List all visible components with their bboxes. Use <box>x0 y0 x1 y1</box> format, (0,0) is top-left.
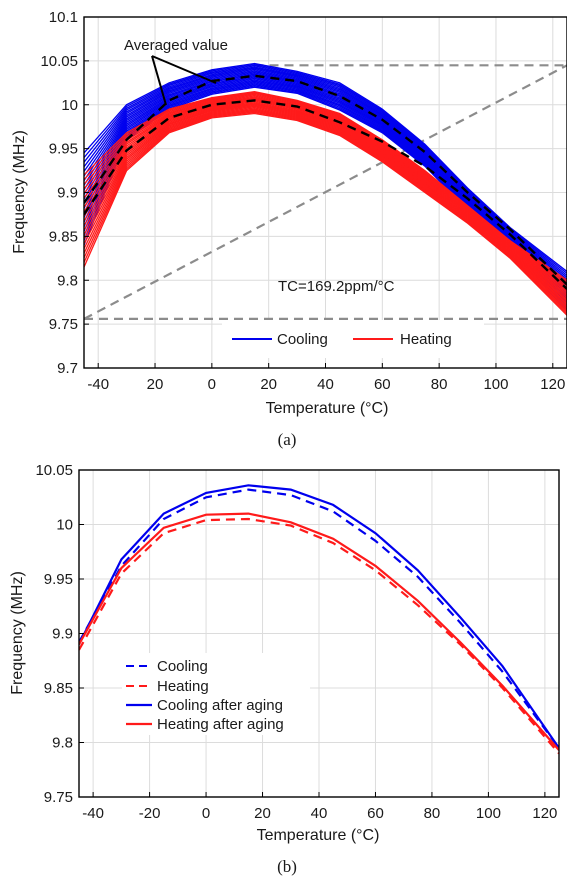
y-tick-label: 9.9 <box>57 185 78 202</box>
x-tick-label: 120 <box>540 376 565 393</box>
x-tick-label: 60 <box>374 376 391 393</box>
x-tick-label: 0 <box>202 805 210 822</box>
y-tick-label: 9.85 <box>49 228 78 245</box>
x-tick-label: 40 <box>311 805 328 822</box>
y-tick-label: 9.75 <box>44 789 73 806</box>
x-tick-label: 60 <box>367 805 384 822</box>
x-tick-label: 0 <box>208 376 216 393</box>
x-tick-label: -40 <box>82 805 104 822</box>
legend-label: Heating after aging <box>157 716 284 733</box>
y-axis-label: Frequency (MHz) <box>9 571 26 695</box>
x-tick-label: -40 <box>87 376 109 393</box>
tick-labels: -40 -20 0 20 40 60 80 100 120 9.75 9.8 9.85 9.9 9.95 1… <box>35 462 557 822</box>
y-tick-label: 9.8 <box>57 272 78 289</box>
x-tick-label: 20 <box>260 376 277 393</box>
legend-label: Heating <box>157 678 209 695</box>
x-tick-label: 80 <box>424 805 441 822</box>
x-axis-label: Temperature (°C) <box>266 400 389 417</box>
y-tick-label: 9.8 <box>52 735 73 752</box>
legend-label: Cooling <box>157 658 208 675</box>
x-tick-label: -20 <box>139 805 161 822</box>
legend: Cooling Heating Cooling after aging Heat… <box>122 653 310 735</box>
x-tick-label: 80 <box>431 376 448 393</box>
y-tick-label: 10 <box>61 97 78 114</box>
y-tick-label: 9.7 <box>57 360 78 377</box>
y-tick-label: 9.95 <box>49 141 78 158</box>
x-tick-label: 40 <box>317 376 334 393</box>
grid-lines <box>79 470 559 797</box>
y-tick-label: 9.75 <box>49 316 78 333</box>
y-tick-label: 10.05 <box>35 462 73 479</box>
tc-annotation: TC=169.2ppm/°C <box>278 278 395 295</box>
x-tick-label: 100 <box>483 376 508 393</box>
legend-label: Cooling after aging <box>157 697 283 714</box>
chart-panel-a: -40 20 0 20 40 60 80 100 120 9.7 9.75 9.8 9.85 9.9 9.9… <box>11 9 567 449</box>
legend-label: Cooling <box>277 331 328 348</box>
y-tick-label: 9.95 <box>44 571 73 588</box>
x-tick-label: 100 <box>476 805 501 822</box>
chart-panel-b: -40 -20 0 20 40 60 80 100 120 9.75 9.8 9.85 9.9 9.95 1… <box>9 462 559 876</box>
panel-caption: (b) <box>277 857 297 876</box>
legend: Cooling Heating <box>222 320 484 358</box>
y-tick-label: 10.1 <box>49 9 78 26</box>
y-tick-label: 10 <box>56 517 73 534</box>
x-tick-label: 20 <box>147 376 164 393</box>
legend-label: Heating <box>400 331 452 348</box>
averaged-value-annotation: Averaged value <box>124 37 228 54</box>
y-axis-label: Frequency (MHz) <box>11 130 28 254</box>
x-axis-label: Temperature (°C) <box>257 827 380 844</box>
x-tick-label: 120 <box>532 805 557 822</box>
y-tick-label: 10.05 <box>40 53 78 70</box>
y-tick-label: 9.9 <box>52 626 73 643</box>
y-tick-label: 9.85 <box>44 680 73 697</box>
x-tick-label: 20 <box>254 805 271 822</box>
panel-caption: (a) <box>278 430 297 449</box>
